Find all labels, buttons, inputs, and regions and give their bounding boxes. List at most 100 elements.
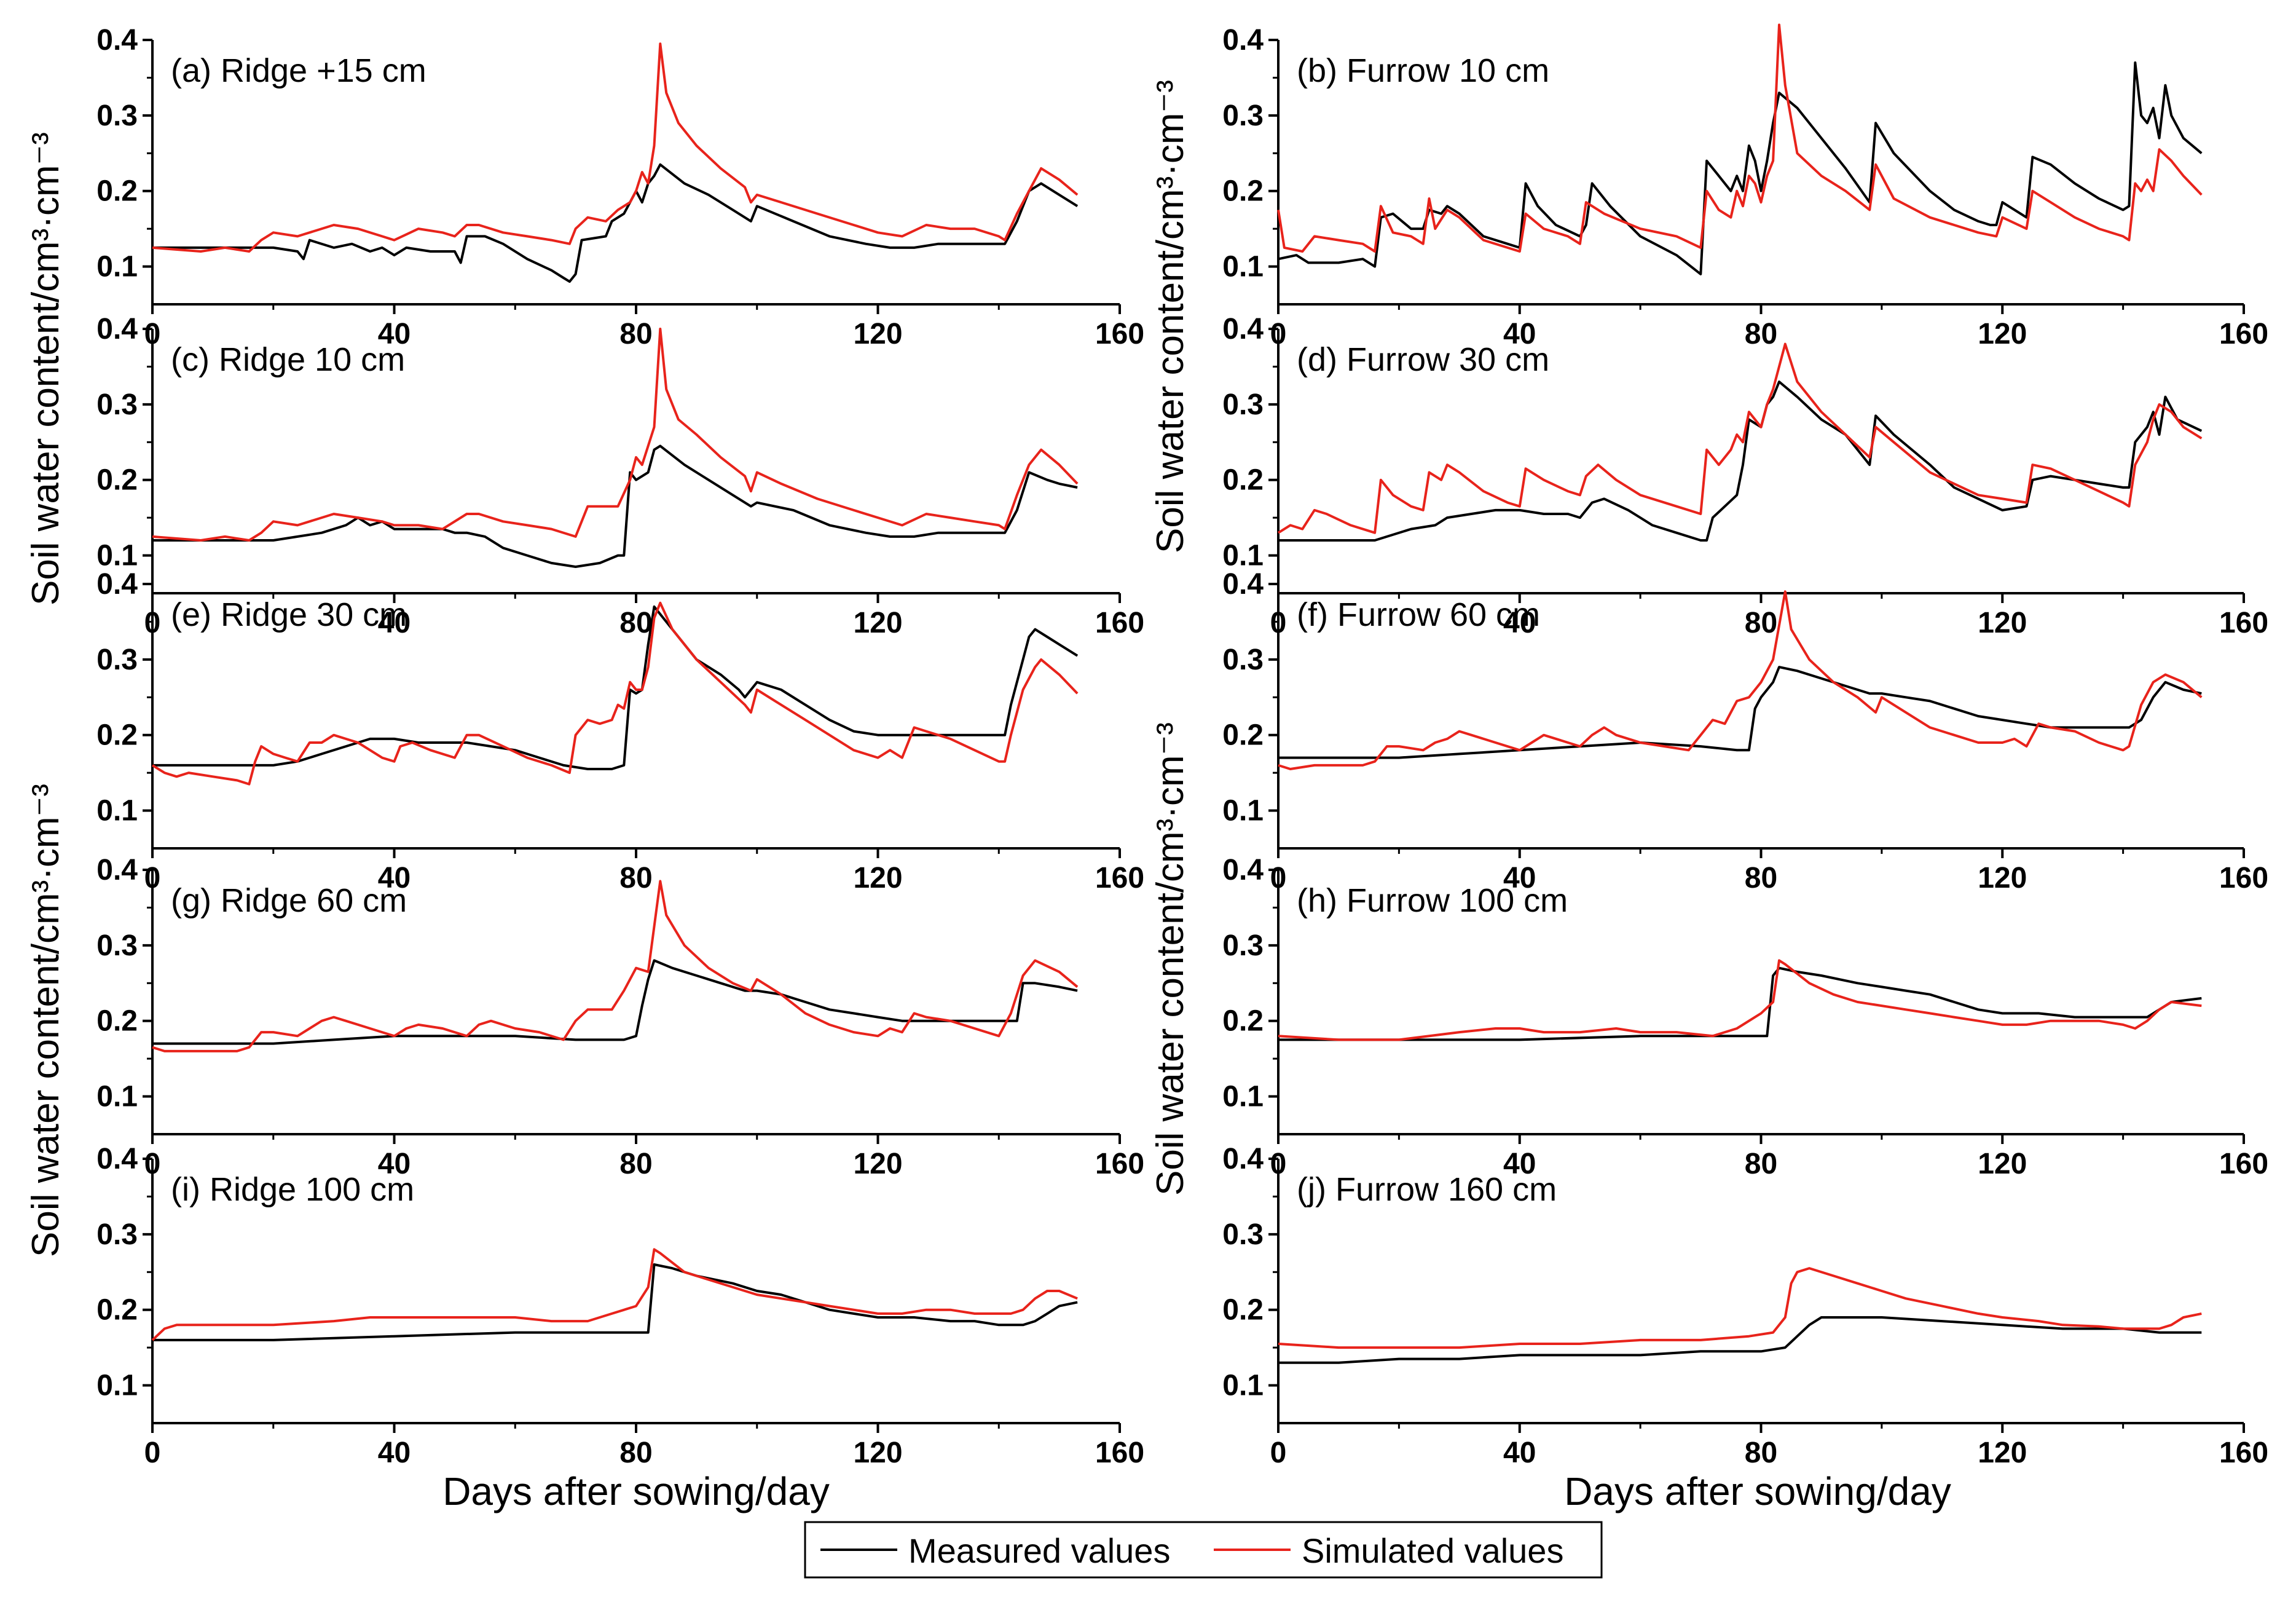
x-tick-label: 120	[853, 318, 902, 350]
simulated-series-line	[1277, 342, 2203, 534]
y-tick-label: 0.4	[1222, 568, 1264, 601]
legend-measured-label: Measured values	[908, 1531, 1170, 1570]
simulated-series-line	[152, 880, 1079, 1052]
y-tick-label: 0.2	[96, 719, 138, 752]
y-tick-label: 0.3	[96, 644, 138, 676]
x-axis-label-right: Days after sowing/day	[1564, 1469, 1951, 1513]
y-tick-label: 0.3	[96, 1218, 138, 1251]
x-tick-label: 160	[2219, 862, 2268, 894]
measured-series-line	[152, 959, 1078, 1045]
y-tick-label: 0.1	[96, 1370, 138, 1402]
x-tick-label: 80	[619, 1148, 652, 1180]
y-tick-label: 0.4	[96, 568, 138, 601]
y-tick-label: 0.2	[1222, 719, 1264, 752]
y-tick-label: 0.1	[96, 1081, 138, 1113]
y-tick-label: 0.1	[1222, 1081, 1264, 1113]
x-tick-label: 160	[2219, 607, 2268, 639]
x-tick-label: 40	[1503, 607, 1536, 639]
x-tick-label: 120	[1978, 1437, 2027, 1469]
x-tick-label: 80	[619, 607, 652, 639]
y-tick-label: 0.1	[96, 540, 138, 572]
y-tick-label: 0.1	[1222, 540, 1264, 572]
y-tick-label: 0.1	[1222, 1370, 1264, 1402]
measured-series-line	[1278, 666, 2202, 759]
panel-title: (i) Ridge 100 cm	[171, 1171, 414, 1208]
x-tick-label: 40	[1503, 1437, 1536, 1469]
y-tick-label: 0.4	[1222, 313, 1264, 345]
x-tick-label: 40	[378, 607, 411, 639]
simulated-series-line	[1278, 1267, 2202, 1349]
x-tick-label: 120	[853, 607, 902, 639]
y-axis-label-left-top: Soil water content/cm³·cm⁻³	[25, 132, 67, 606]
panel-title: (g) Ridge 60 cm	[171, 882, 407, 919]
x-tick-label: 40	[378, 1437, 411, 1469]
y-tick-label: 0.1	[96, 251, 138, 283]
x-tick-label: 120	[1978, 607, 2027, 639]
measured-series-line	[152, 163, 1079, 283]
x-tick-label: 80	[619, 862, 652, 894]
y-tick-label: 0.2	[96, 1294, 138, 1327]
panel-title: (c) Ridge 10 cm	[171, 341, 405, 378]
y-tick-label: 0.3	[1222, 100, 1264, 132]
y-tick-label: 0.2	[1222, 1005, 1264, 1038]
y-tick-label: 0.3	[1222, 389, 1264, 421]
x-tick-label: 120	[853, 1437, 902, 1469]
simulated-series-line	[152, 42, 1079, 253]
panel-title: (d) Furrow 30 cm	[1297, 341, 1549, 378]
x-tick-label: 40	[1503, 862, 1536, 894]
x-tick-label: 80	[619, 318, 652, 350]
x-tick-label: 120	[1978, 1148, 2027, 1180]
legend: Measured values Simulated values	[804, 1521, 1603, 1579]
x-tick-label: 80	[1745, 1148, 1777, 1180]
panel-title: (f) Furrow 60 cm	[1297, 596, 1540, 633]
simulated-series-line	[151, 601, 1079, 786]
y-tick-label: 0.3	[1222, 644, 1264, 676]
y-tick-label: 0.4	[1222, 24, 1264, 57]
chart-panel-9: 0 40 80 120 160 0.1 0.2 0.3 0.4 (i) Ridge 100 cm	[96, 1143, 1144, 1469]
y-tick-label: 0.2	[96, 175, 138, 208]
y-tick-label: 0.1	[1222, 251, 1264, 283]
measured-series-line	[152, 605, 1079, 770]
y-tick-label: 0.2	[1222, 175, 1264, 208]
y-tick-label: 0.2	[96, 464, 138, 497]
panel-title: (e) Ridge 30 cm	[171, 596, 407, 633]
x-tick-label: 80	[619, 1437, 652, 1469]
x-tick-label: 120	[1978, 318, 2027, 350]
x-tick-label: 120	[1978, 862, 2027, 894]
x-tick-label: 40	[1503, 1148, 1536, 1180]
legend-simulated-label: Simulated values	[1302, 1531, 1563, 1570]
y-tick-label: 0.4	[1222, 854, 1264, 886]
measured-series-line	[1278, 1316, 2202, 1364]
x-tick-label: 160	[1095, 1437, 1144, 1469]
measured-series-line	[1278, 61, 2203, 275]
y-tick-label: 0.1	[96, 795, 138, 827]
y-tick-label: 0.3	[96, 100, 138, 132]
y-axis-label-right-bottom: Soil water content/cm³·cm⁻³	[1149, 722, 1192, 1196]
x-tick-label: 160	[1095, 1148, 1144, 1180]
simulated-series-line	[1278, 590, 2203, 770]
measured-series-line	[1278, 966, 2202, 1041]
y-tick-label: 0.1	[1222, 795, 1264, 827]
x-tick-label: 160	[2219, 1437, 2268, 1469]
x-axis-label-left: Days after sowing/day	[442, 1469, 830, 1513]
simulated-series-line	[1277, 23, 2203, 253]
simulated-series-line	[152, 328, 1079, 542]
x-tick-label: 120	[853, 1148, 902, 1180]
x-tick-label: 80	[1745, 862, 1777, 894]
panel-title: (h) Furrow 100 cm	[1297, 882, 1568, 919]
simulated-series-line	[1278, 959, 2202, 1041]
y-tick-label: 0.3	[1222, 1218, 1264, 1251]
panel-title: (b) Furrow 10 cm	[1297, 52, 1549, 89]
y-tick-label: 0.4	[96, 24, 138, 57]
x-tick-label: 0	[144, 1437, 161, 1469]
x-tick-label: 40	[1503, 318, 1536, 350]
x-tick-label: 80	[1745, 1437, 1777, 1469]
simulated-series-line	[151, 1248, 1078, 1341]
y-tick-label: 0.4	[96, 313, 138, 345]
measured-series-line	[152, 444, 1078, 568]
